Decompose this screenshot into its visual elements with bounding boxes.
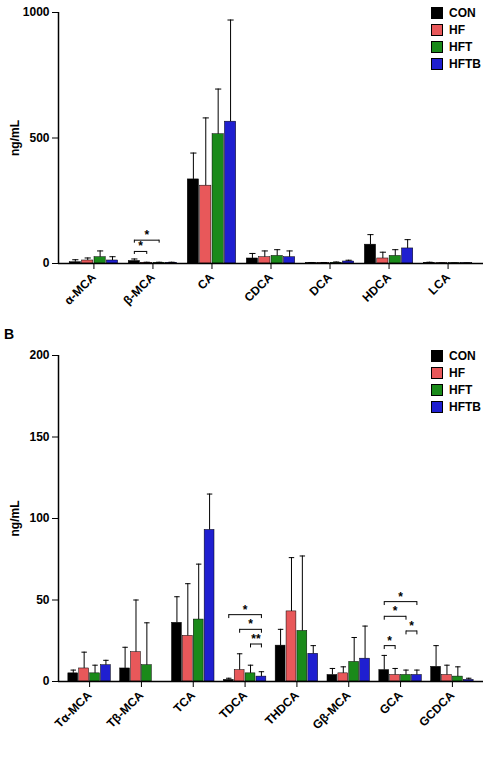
svg-text:1000: 1000: [23, 5, 50, 19]
svg-text:TCA: TCA: [171, 688, 199, 716]
svg-text:β-MCA: β-MCA: [121, 270, 158, 307]
html-text:B: B: [4, 326, 15, 342]
svg-text:Tα-MCA: Tα-MCA: [52, 688, 95, 731]
svg-text:*: *: [243, 603, 248, 617]
svg-text:Gβ-MCA: Gβ-MCA: [310, 688, 354, 732]
svg-text:0: 0: [43, 256, 50, 270]
svg-text:HDCA: HDCA: [359, 270, 394, 305]
svg-text:*: *: [398, 590, 403, 604]
svg-text:500: 500: [29, 131, 49, 145]
svg-text:*: *: [138, 239, 143, 253]
svg-text:ng/mL: ng/mL: [8, 120, 22, 156]
html-text:HF: HF: [449, 366, 465, 380]
svg-text:0: 0: [43, 674, 50, 688]
html-text:CON: CON: [449, 6, 476, 20]
svg-text:LCA: LCA: [426, 270, 454, 298]
svg-text:ng/mL: ng/mL: [8, 501, 22, 537]
html-text:HFT: HFT: [449, 383, 473, 397]
svg-text:**: **: [251, 632, 261, 646]
svg-text:TDCA: TDCA: [216, 688, 250, 722]
svg-text:α-MCA: α-MCA: [61, 270, 99, 308]
svg-text:CA: CA: [195, 270, 217, 292]
svg-text:50: 50: [36, 593, 50, 607]
html-text:HF: HF: [449, 23, 465, 37]
svg-text:CDCA: CDCA: [241, 270, 276, 305]
svg-text:*: *: [393, 604, 398, 618]
svg-text:GCDCA: GCDCA: [416, 688, 457, 729]
svg-text:GCA: GCA: [377, 688, 406, 717]
svg-text:*: *: [409, 619, 414, 633]
svg-text:*: *: [387, 634, 392, 648]
html-text:HFTB: HFTB: [449, 57, 481, 71]
svg-text:150: 150: [29, 430, 49, 444]
html-text:HFT: HFT: [449, 40, 473, 54]
html-text:HFTB: HFTB: [449, 400, 481, 414]
svg-text:DCA: DCA: [307, 270, 336, 299]
svg-text:100: 100: [29, 511, 49, 525]
svg-text:200: 200: [29, 348, 49, 362]
svg-text:Tβ-MCA: Tβ-MCA: [104, 688, 147, 731]
svg-text:*: *: [248, 617, 253, 631]
svg-text:THDCA: THDCA: [262, 688, 302, 728]
html-text:CON: CON: [449, 349, 476, 363]
svg-text:*: *: [144, 228, 149, 242]
